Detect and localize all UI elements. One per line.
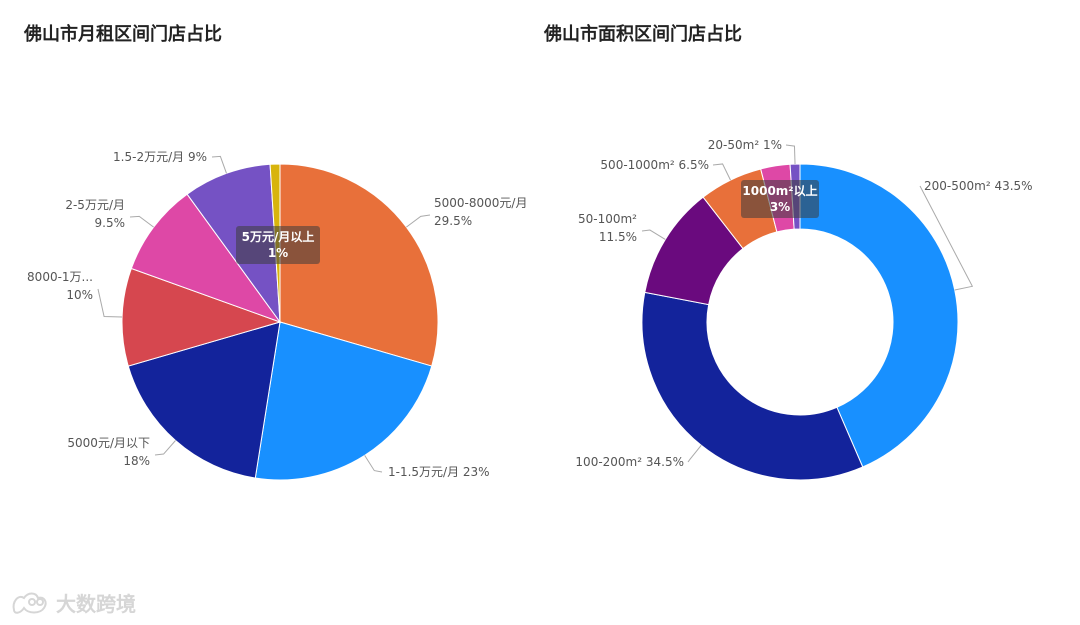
slice-label: 8000-1万... — [27, 270, 93, 284]
slice-value-label: 10% — [66, 288, 93, 302]
pie-chart-1: 200-500m² 43.5% 100-200m² 34.5% 50-100m² 11… — [575, 138, 1033, 481]
slice-value-label: 11.5% — [599, 230, 637, 244]
slice-label: 2-5万元/月 — [65, 198, 125, 212]
slice-label: 100-200m² 34.5% — [575, 455, 684, 469]
tooltip-value: 3% — [770, 200, 790, 214]
chart-title-area: 佛山市面积区间门店占比 — [544, 24, 742, 45]
pie-slice[interactable] — [121, 267, 282, 367]
tooltip-label: 5万元/月以上 — [242, 229, 315, 244]
chart-title-rent: 佛山市月租区间门店占比 — [24, 24, 222, 45]
slice-value-label: 29.5% — [434, 214, 472, 228]
watermark-logo-icon — [12, 592, 47, 614]
label-leader-line — [97, 288, 123, 318]
slice-label: 5000元/月以下 — [67, 436, 150, 450]
pie-slice[interactable] — [279, 163, 439, 367]
highlight-tooltip: 5万元/月以上 1% — [236, 226, 320, 264]
pie-slice[interactable] — [641, 291, 864, 481]
label-leader-line — [211, 155, 227, 174]
tooltip-label: 1000m²以上 — [742, 183, 817, 198]
tooltip-background — [741, 180, 819, 218]
slice-label: 1-1.5万元/月 23% — [388, 465, 490, 479]
label-leader-line — [364, 455, 383, 473]
slice-label: 20-50m² 1% — [708, 138, 782, 152]
highlight-tooltip: 1000m²以上 3% — [741, 180, 819, 218]
slice-label: 1.5-2万元/月 9% — [113, 150, 207, 164]
label-leader-line — [919, 185, 974, 291]
slice-label: 200-500m² 43.5% — [924, 179, 1033, 193]
pie-slice[interactable] — [799, 163, 959, 468]
slice-label: 500-1000m² 6.5% — [600, 158, 709, 172]
tooltip-background — [236, 226, 320, 264]
tooltip-value: 1% — [268, 246, 288, 260]
watermark-text: 大数跨境 — [56, 592, 136, 616]
label-leader-line — [154, 440, 176, 456]
slice-value-label: 18% — [123, 454, 150, 468]
slice-value-label: 9.5% — [95, 216, 126, 230]
label-leader-line — [641, 229, 666, 240]
slice-label: 5000-8000元/月 — [434, 196, 527, 210]
watermark: 大数跨境 — [10, 588, 136, 617]
label-leader-line — [406, 214, 431, 228]
label-leader-line — [785, 144, 796, 165]
label-leader-line — [129, 215, 154, 228]
pie-chart-0: 5000-8000元/月 29.5% 1-1.5万元/月 23% 5000元/月以下 1… — [27, 150, 527, 481]
slice-label: 50-100m² — [578, 212, 637, 226]
label-leader-line — [712, 163, 731, 181]
pie-slice[interactable] — [186, 163, 281, 324]
label-leader-line — [687, 444, 702, 463]
